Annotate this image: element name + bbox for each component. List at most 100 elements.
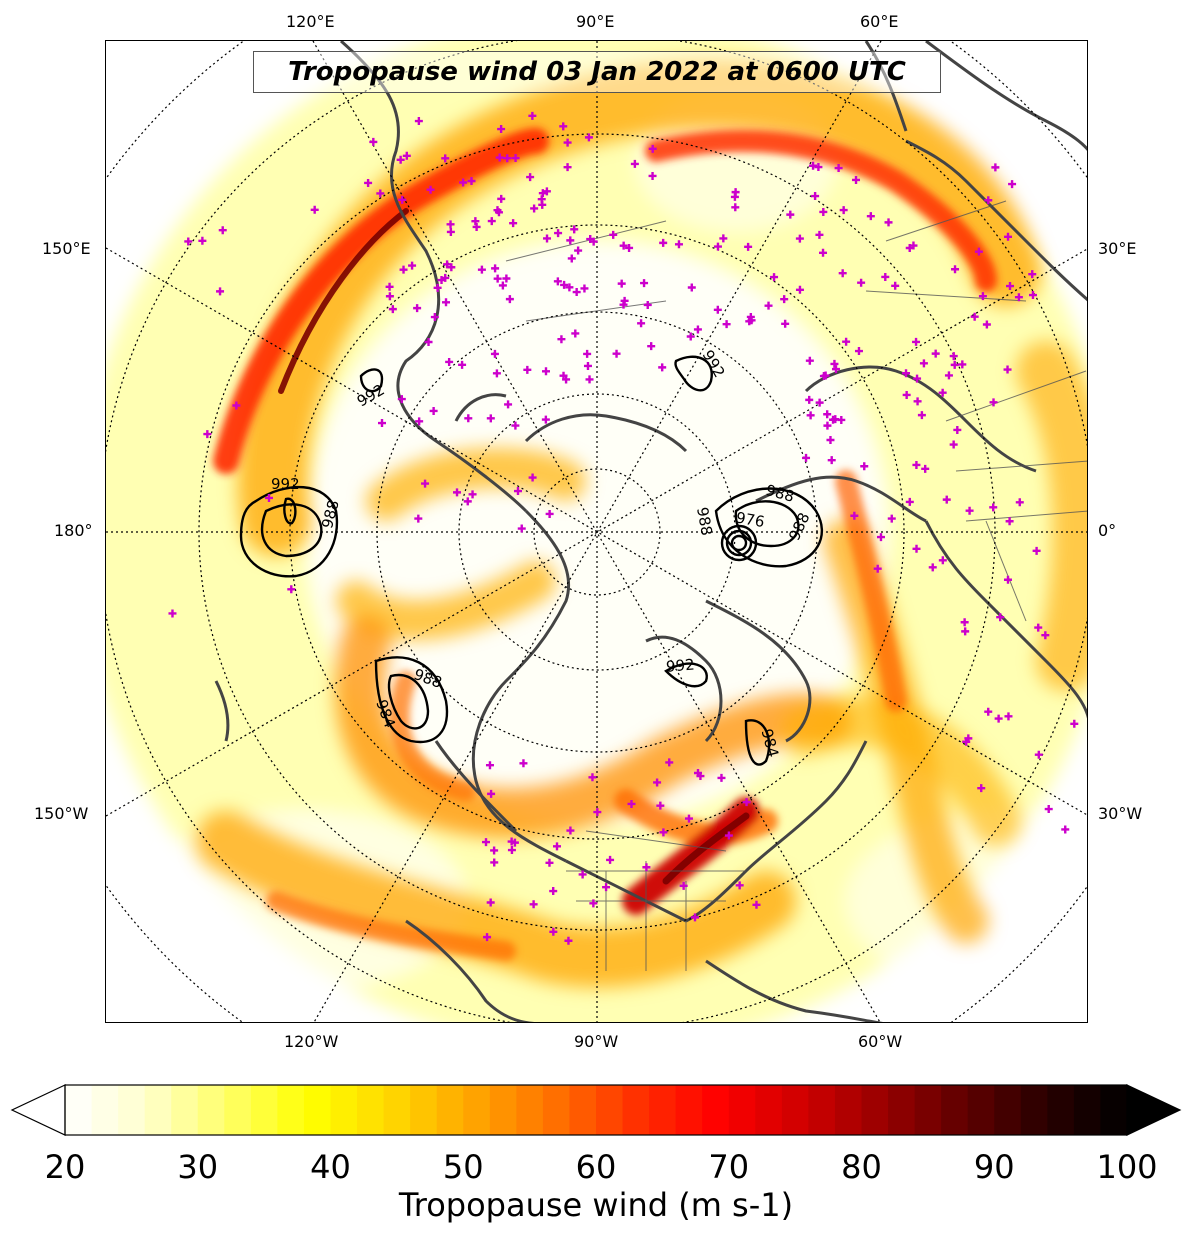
- station-marker: [459, 178, 468, 187]
- station-marker: [385, 282, 394, 291]
- station-marker: [619, 241, 628, 250]
- station-marker: [919, 359, 928, 368]
- station-marker: [834, 164, 843, 173]
- station-marker: [977, 784, 986, 793]
- station-marker: [857, 278, 866, 287]
- station-marker: [931, 349, 940, 358]
- lon-label-bottom: 120°W: [284, 1032, 339, 1051]
- colorbar-segment: [834, 1085, 863, 1135]
- station-marker: [424, 338, 433, 347]
- station-marker: [580, 284, 589, 293]
- station-marker: [909, 241, 918, 250]
- station-marker: [218, 226, 227, 235]
- station-marker: [1005, 517, 1014, 526]
- station-marker: [1044, 805, 1053, 814]
- station-marker: [982, 320, 991, 329]
- station-marker: [974, 247, 983, 256]
- station-marker: [984, 196, 993, 205]
- station-marker: [953, 425, 962, 434]
- station-marker: [203, 430, 212, 439]
- station-marker: [640, 279, 649, 288]
- colorbar-svg: [10, 1084, 1182, 1136]
- colorbar-segment: [914, 1085, 942, 1135]
- colorbar-segments: [65, 1085, 1128, 1135]
- station-marker: [938, 556, 947, 565]
- station-marker: [492, 369, 501, 378]
- station-marker: [498, 281, 507, 290]
- station-marker: [538, 200, 547, 209]
- station-marker: [184, 237, 193, 246]
- colorbar-tick-label: 30: [177, 1148, 219, 1186]
- colorbar-segment: [303, 1085, 332, 1135]
- station-marker: [719, 234, 728, 243]
- station-marker: [559, 122, 568, 131]
- colorbar-segment: [781, 1085, 809, 1135]
- colorbar-segment: [489, 1085, 517, 1135]
- station-marker: [504, 400, 513, 409]
- colorbar-label: Tropopause wind (m s-1): [398, 1186, 794, 1224]
- station-marker: [497, 194, 506, 203]
- station-marker: [426, 185, 435, 194]
- station-marker: [490, 846, 499, 855]
- station-marker: [232, 401, 241, 410]
- station-marker: [815, 398, 824, 407]
- colorbar-tick-label: 20: [44, 1148, 86, 1186]
- station-marker: [744, 242, 753, 251]
- colorbar-segment: [118, 1085, 146, 1135]
- station-marker: [490, 858, 499, 867]
- station-marker: [493, 274, 502, 283]
- station-marker: [1003, 575, 1012, 584]
- station-marker: [523, 365, 532, 374]
- country-borders: [505, 200, 1087, 971]
- station-marker: [545, 858, 554, 867]
- station-marker: [713, 305, 722, 314]
- colorbar: [10, 1082, 1182, 1142]
- station-marker: [385, 292, 394, 301]
- station-marker: [495, 153, 504, 162]
- station-marker: [1006, 282, 1015, 291]
- station-marker: [637, 319, 646, 328]
- jet-stream-bands: [196, 59, 1087, 988]
- station-marker: [507, 846, 516, 855]
- station-marker: [912, 460, 921, 469]
- lon-label-left: 150°W: [34, 804, 89, 823]
- station-marker: [485, 761, 494, 770]
- station-marker: [553, 277, 562, 286]
- colorbar-tick-label: 60: [575, 1148, 617, 1186]
- station-marker: [1028, 291, 1037, 300]
- station-marker: [617, 279, 626, 288]
- map-panel: 992 988 992 988 984 988 976 992 988 984 …: [105, 40, 1088, 1023]
- station-marker: [557, 335, 566, 344]
- station-marker: [397, 395, 406, 404]
- station-marker: [477, 265, 486, 274]
- station-marker: [446, 227, 455, 236]
- station-marker: [408, 261, 417, 270]
- station-marker: [806, 411, 815, 420]
- station-marker: [1004, 232, 1013, 241]
- station-marker: [815, 230, 824, 239]
- lon-label-left: 150°E: [42, 239, 91, 258]
- station-marker: [1070, 719, 1079, 728]
- station-marker: [443, 260, 452, 269]
- station-marker: [928, 563, 937, 572]
- lon-label-bottom: 60°W: [858, 1032, 903, 1051]
- station-marker: [564, 936, 573, 945]
- station-marker: [996, 613, 1005, 622]
- station-marker: [887, 514, 896, 523]
- station-marker: [491, 264, 500, 273]
- station-marker: [913, 374, 922, 383]
- station-marker: [560, 280, 569, 289]
- station-marker: [746, 312, 755, 321]
- station-marker: [717, 773, 726, 782]
- station-marker: [497, 125, 506, 134]
- station-marker: [414, 514, 423, 523]
- colorbar-segment: [144, 1085, 172, 1135]
- colorbar-segment: [463, 1085, 491, 1135]
- station-marker: [884, 218, 893, 227]
- station-marker: [413, 304, 422, 313]
- station-marker: [821, 371, 830, 380]
- polar-stereographic-map: 992 988 992 988 984 988 976 992 988 984 …: [106, 41, 1087, 1022]
- station-marker: [399, 265, 408, 274]
- colorbar-segment: [91, 1085, 119, 1135]
- colorbar-segment: [967, 1085, 995, 1135]
